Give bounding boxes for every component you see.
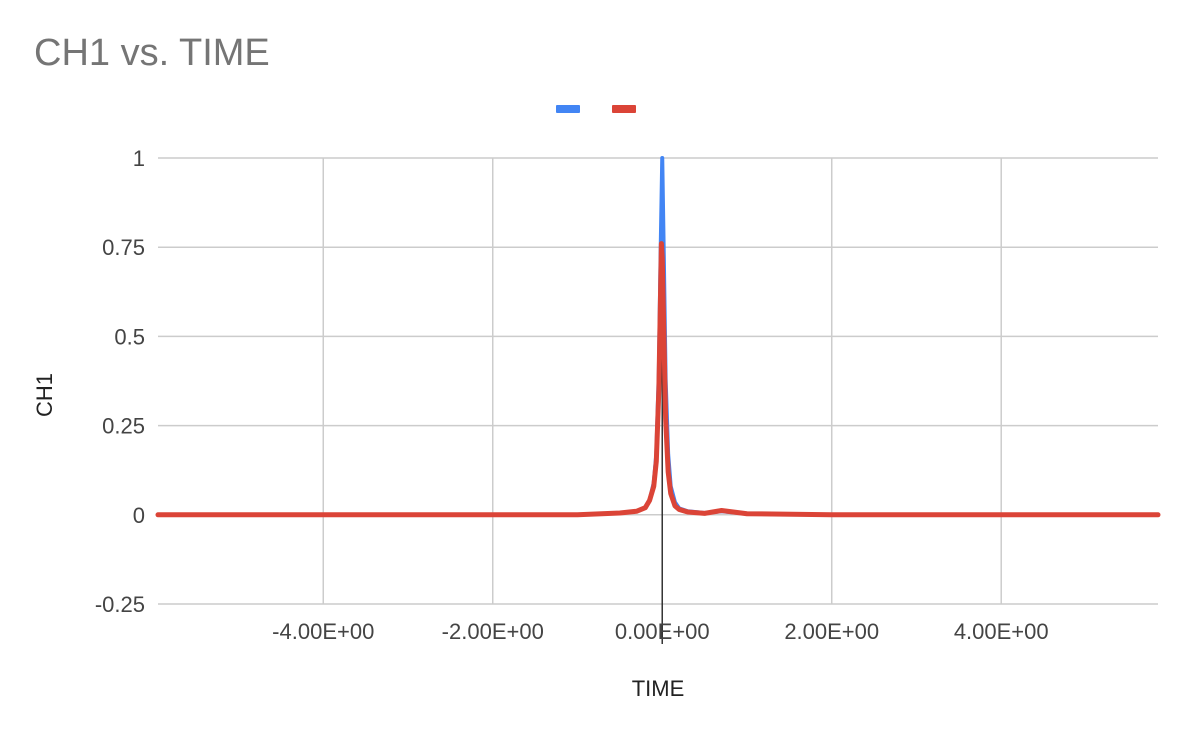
legend bbox=[556, 105, 636, 113]
y-tick-label: 0.5 bbox=[114, 324, 145, 349]
series-line-2 bbox=[155, 241, 1161, 518]
y-tick-label: 0.25 bbox=[102, 414, 145, 439]
x-tick-label: -4.00E+00 bbox=[272, 619, 374, 644]
x-tick-label: -2.00E+00 bbox=[442, 619, 544, 644]
x-axis-ticks: -4.00E+00 -2.00E+00 0.00E+00 2.00E+00 4.00E+… bbox=[272, 619, 1048, 644]
series-group bbox=[155, 156, 1161, 518]
y-tick-label: 0 bbox=[133, 503, 145, 528]
legend-swatch-series-1 bbox=[556, 105, 580, 113]
y-tick-label: 1 bbox=[133, 146, 145, 171]
legend-swatch-series-2 bbox=[612, 105, 636, 113]
x-tick-label: 2.00E+00 bbox=[784, 619, 879, 644]
x-axis-title: TIME bbox=[632, 676, 685, 701]
y-tick-label: 0.75 bbox=[102, 235, 145, 260]
x-tick-label: 0.00E+00 bbox=[615, 619, 710, 644]
y-axis-title: CH1 bbox=[32, 373, 57, 417]
x-tick-label: 4.00E+00 bbox=[954, 619, 1049, 644]
chart-title: CH1 vs. TIME bbox=[34, 32, 270, 74]
y-tick-label: -0.25 bbox=[95, 592, 145, 617]
y-axis-ticks: 1 0.75 0.5 0.25 0 -0.25 bbox=[95, 146, 145, 617]
